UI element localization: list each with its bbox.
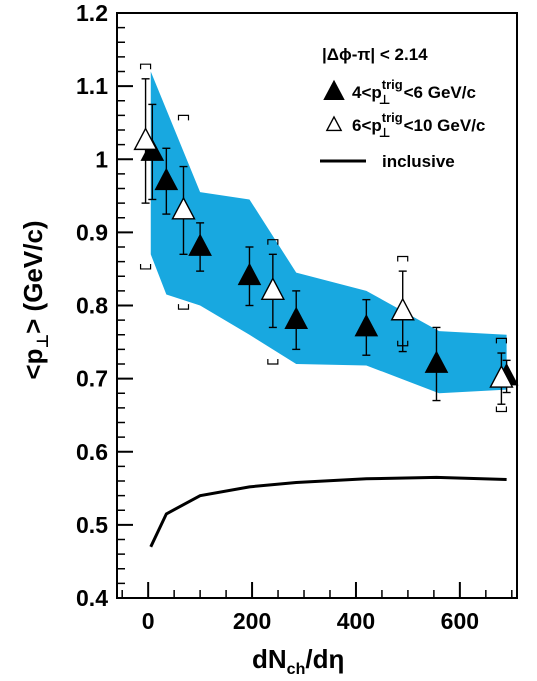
y-tick-label: 0.8 [76,293,108,319]
y-axis-title-sub: ⊥ [35,334,52,349]
y-tick-label: 1 [95,146,108,172]
legend-marker-open-triangle [325,115,343,132]
x-tick-label: 0 [142,608,155,634]
legend-label-sub: ⊥ [379,125,391,140]
y-tick-label: 0.9 [76,219,108,245]
legend: 4<ptrig ⊥ <6 GeV/c6<ptrig ⊥ <10 GeV/cinclusi… [320,77,485,171]
y-tick-label: 0.4 [76,585,108,611]
systematic-bracket-lower [139,263,152,270]
data-point-layer [133,78,519,405]
annotation-delta-phi: |Δϕ-π| < 2.14 [322,45,428,64]
systematic-bracket-lower [495,406,508,413]
data-point-filled-triangle [188,233,212,256]
legend-label-sup: trig [382,110,403,125]
data-point-filled-triangle [354,313,379,337]
legend-label-sup: trig [382,77,403,92]
legend-label: inclusive [382,152,455,171]
systematic-bracket-upper [139,63,152,70]
y-tick-label: 0.5 [76,512,108,538]
legend-label: 4<ptrig ⊥ <6 GeV/c [352,77,476,107]
y-tick-label: 1.2 [76,0,108,26]
data-point-open-triangle [133,127,158,151]
systematic-bracket-layer [139,63,508,413]
y-tick-label: 0.7 [76,366,108,392]
x-tick-label: 400 [337,608,375,634]
y-axis-title: <p⊥> (GeV/c) [18,220,52,379]
systematic-band-layer [150,71,507,394]
systematic-bracket-upper [177,114,190,121]
y-tick-label: 1.1 [76,73,108,99]
legend-label-post: <10 GeV/c [404,116,486,135]
data-point-open-triangle [171,196,196,220]
data-point-filled-triangle [284,306,309,330]
systematic-bracket-upper [397,255,409,262]
systematic-bracket-lower [267,359,279,365]
legend-label: 6<ptrig ⊥ <10 GeV/c [352,110,485,140]
legend-label-main: 6<p [352,116,382,135]
legend-label-main: 4<p [352,83,382,102]
x-axis-title-tail: /dη [305,644,344,674]
data-point-open-triangle [260,276,286,300]
data-point-filled-triangle [237,262,262,286]
x-tick-label: 200 [233,608,271,634]
inclusive-line-layer [149,475,507,548]
legend-marker-filled-triangle [323,79,345,101]
legend-label-main: inclusive [382,152,455,171]
systematic-band [150,71,507,394]
y-axis-title-tail: > (GeV/c) [18,220,48,333]
y-tick-label: 0.6 [76,439,108,465]
legend-label-post: <6 GeV/c [404,83,476,102]
x-axis-title-main: dN [252,644,287,674]
tick-layer: 0.4 0.5 0.6 0.7 0.8 0.9 1 1.1 1.2 0 200 400 600 [76,0,513,634]
x-axis-title-sub: ch [287,661,306,678]
data-point-open-triangle [390,297,415,321]
x-axis-title: dNch/dη [252,644,344,678]
systematic-bracket-upper [495,337,508,344]
inclusive-line [149,475,507,548]
systematic-bracket-lower [177,304,190,310]
data-point-open-triangle [489,364,514,388]
legend-label-sub: ⊥ [379,92,391,107]
data-point-filled-triangle [154,167,179,191]
x-tick-label: 600 [441,608,479,634]
y-axis-title-main: <p [18,348,48,379]
data-point-filled-triangle [424,350,449,373]
systematic-bracket-upper [267,239,279,245]
